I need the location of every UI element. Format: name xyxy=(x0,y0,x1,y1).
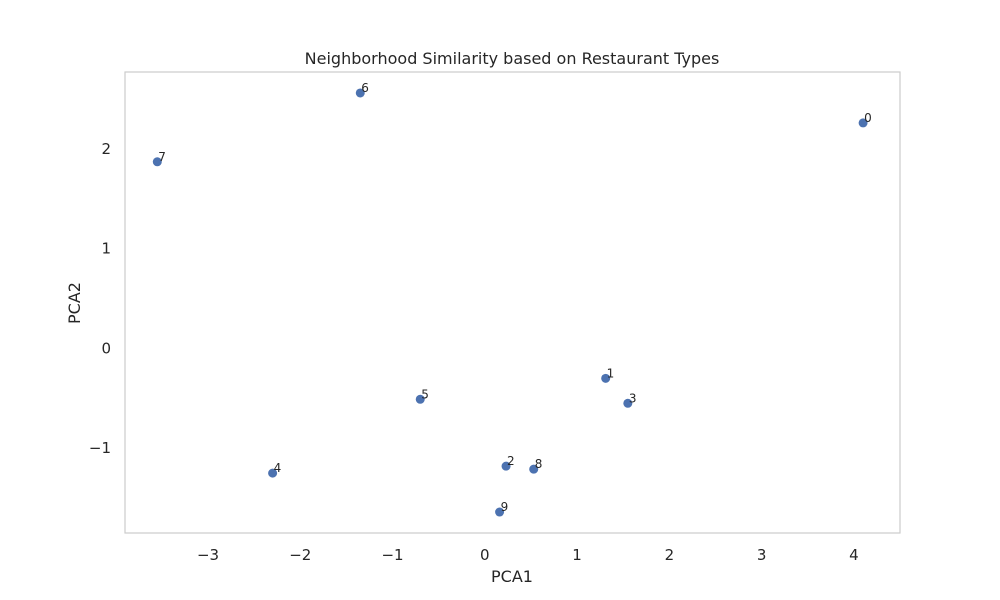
point-label: 1 xyxy=(607,366,615,380)
data-point xyxy=(858,118,868,128)
data-point xyxy=(529,464,539,474)
x-tick-labels: −3 −2 −1 0 1 2 3 4 xyxy=(197,546,859,564)
x-tick-label: 1 xyxy=(572,546,582,564)
point-label: 9 xyxy=(501,500,509,514)
data-point xyxy=(623,398,633,408)
y-axis-label: PCA2 xyxy=(65,282,84,324)
x-tick-label: −3 xyxy=(197,546,219,564)
point-label: 5 xyxy=(421,387,429,401)
y-tick-label: 0 xyxy=(101,339,111,357)
point-labels: 0 1 2 3 4 5 6 7 8 9 xyxy=(158,81,871,514)
point-label: 4 xyxy=(274,461,282,475)
point-label: 0 xyxy=(864,111,872,125)
x-tick-label: 3 xyxy=(757,546,767,564)
x-tick-label: 4 xyxy=(849,546,859,564)
data-point xyxy=(152,157,162,167)
point-label: 6 xyxy=(361,81,369,95)
point-label: 8 xyxy=(535,457,543,471)
x-tick-label: 2 xyxy=(665,546,675,564)
data-point xyxy=(268,468,278,478)
y-tick-label: −1 xyxy=(89,439,111,457)
chart-title: Neighborhood Similarity based on Restaur… xyxy=(305,49,720,68)
x-tick-label: −1 xyxy=(381,546,403,564)
data-points xyxy=(152,88,868,517)
y-tick-label: 2 xyxy=(101,140,111,158)
y-tick-label: 1 xyxy=(101,240,111,258)
x-axis-label: PCA1 xyxy=(491,567,533,586)
x-tick-label: 0 xyxy=(480,546,490,564)
data-point xyxy=(355,88,365,98)
point-label: 3 xyxy=(629,391,637,405)
point-label: 2 xyxy=(507,454,515,468)
data-point xyxy=(495,507,505,517)
data-point xyxy=(501,461,511,471)
data-point xyxy=(415,394,425,404)
plot-area-frame xyxy=(124,71,901,534)
point-label: 7 xyxy=(158,150,166,164)
y-tick-labels: −1 0 1 2 xyxy=(89,140,111,457)
x-tick-label: −2 xyxy=(289,546,311,564)
data-point xyxy=(601,373,611,383)
